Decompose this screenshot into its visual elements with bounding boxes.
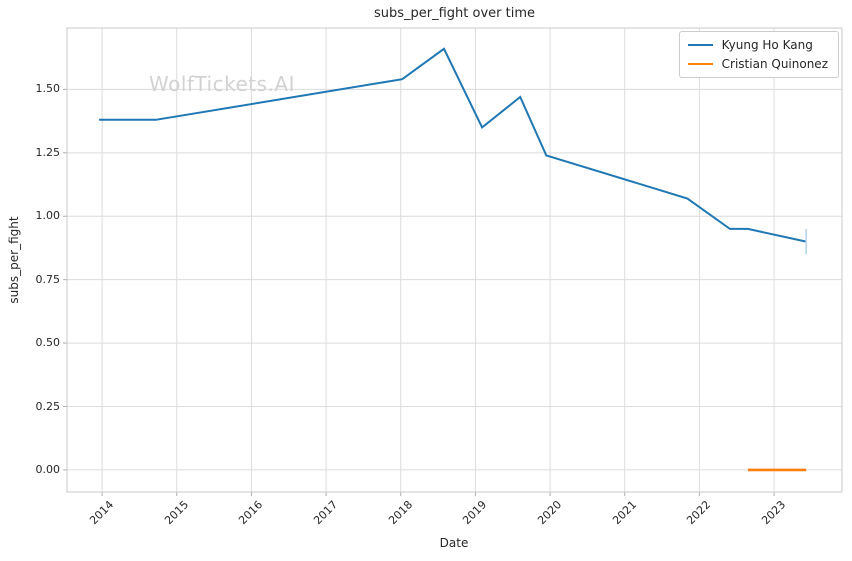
- series-line-kyung-ho-kang: [99, 47, 807, 243]
- y-tick-label: 1.25: [35, 145, 61, 159]
- legend-label: Cristian Quinonez: [721, 57, 828, 71]
- chart-title: subs_per_fight over time: [373, 6, 536, 21]
- y-tick-label: 0.75: [35, 272, 61, 286]
- y-tick-label: 1.00: [35, 209, 61, 223]
- y-tick-label: 1.50: [35, 82, 61, 96]
- legend-line-sample: [687, 63, 713, 65]
- x-axis-label: Date: [439, 536, 469, 550]
- plot-area: WolfTickets.AI Kyung Ho Kang Cristian Qui…: [67, 28, 842, 492]
- legend-item: Kyung Ho Kang: [687, 38, 828, 52]
- y-tick-label: 0.00: [35, 462, 61, 476]
- plot-border: [66, 27, 843, 493]
- legend: Kyung Ho Kang Cristian Quinonez: [678, 31, 839, 78]
- y-tick-label: 0.25: [35, 399, 61, 413]
- y-axis-label: subs_per_fight: [7, 216, 21, 304]
- watermark: WolfTickets.AI: [149, 72, 295, 96]
- tick-marks: [63, 88, 775, 496]
- y-tick-label: 0.50: [35, 336, 61, 350]
- legend-line-sample: [687, 44, 713, 46]
- legend-item: Cristian Quinonez: [687, 57, 828, 71]
- legend-label: Kyung Ho Kang: [721, 38, 813, 52]
- x-gridlines: [101, 28, 775, 492]
